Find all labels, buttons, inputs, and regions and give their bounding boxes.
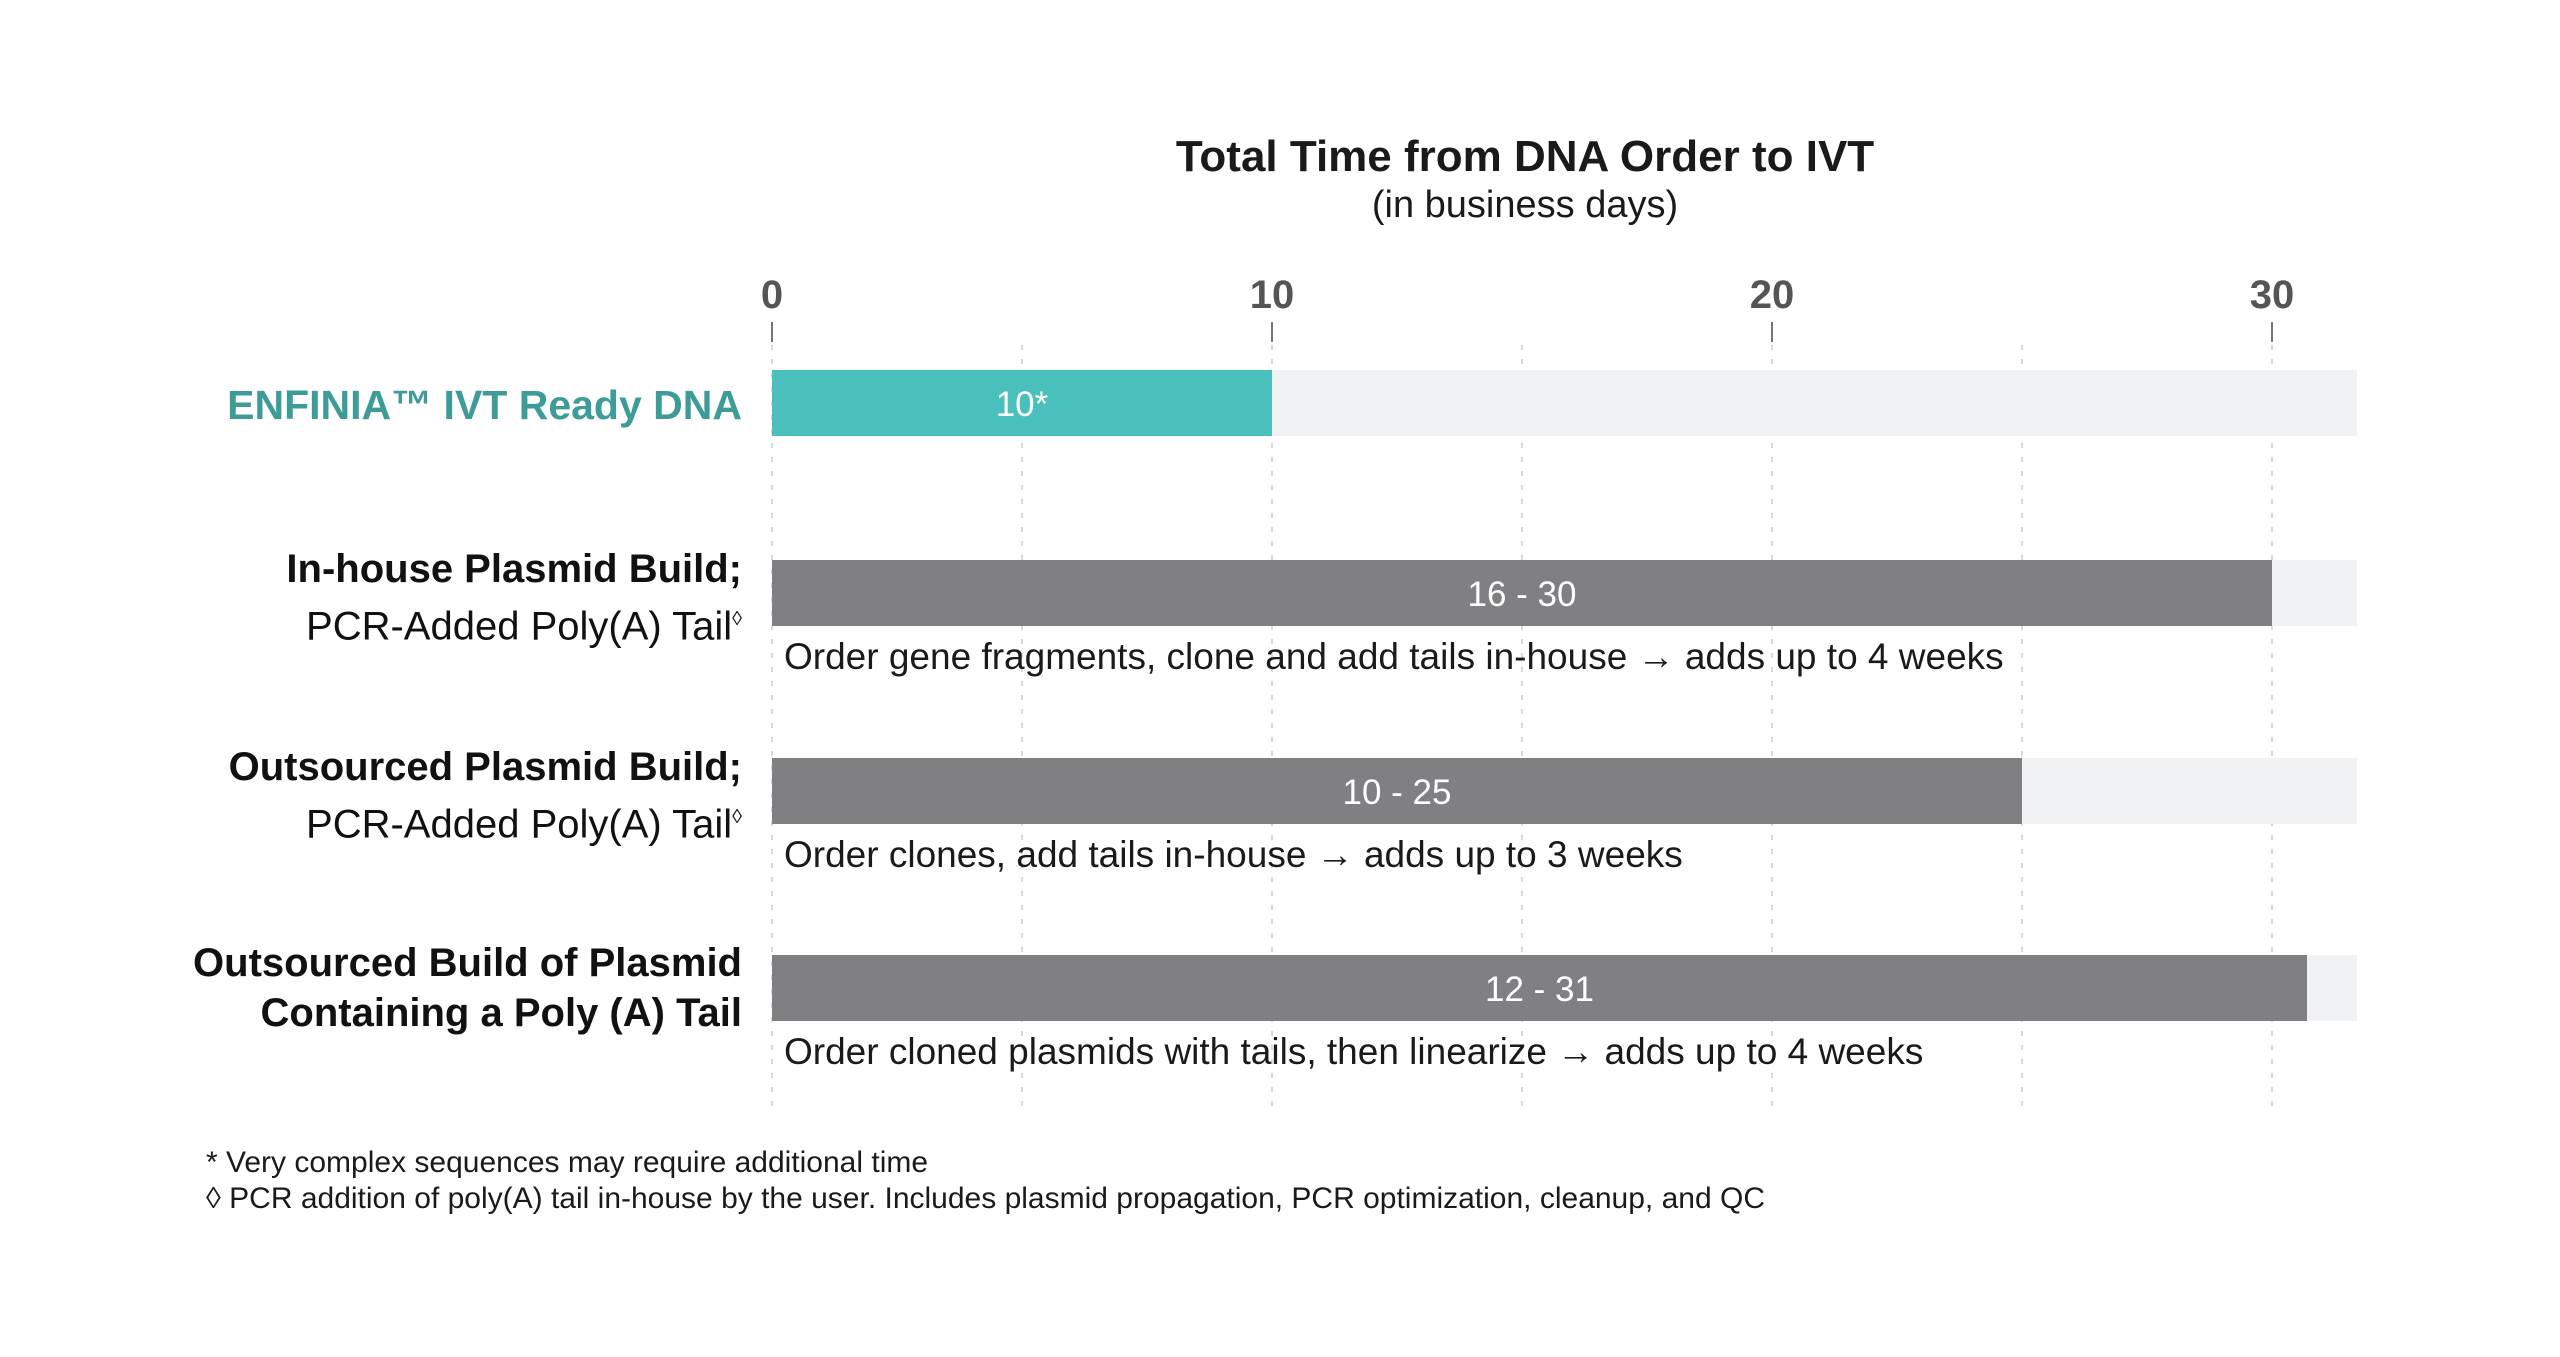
bar-value-label: 12 - 31 <box>1485 970 1594 1009</box>
bar-value-label: 10* <box>996 385 1049 424</box>
row-label-line1: ENFINIA™ IVT Ready DNA <box>227 382 742 428</box>
x-tick-label: 0 <box>761 273 783 317</box>
bar-note-outsourced-pcr: Order clones, add tails in-house → adds … <box>784 834 1683 875</box>
row-label-outsourced-pcr: Outsourced Plasmid Build; PCR-Added Poly… <box>229 742 742 849</box>
diamond-mark: ◊ <box>732 608 742 630</box>
x-tick-label: 30 <box>2250 273 2295 317</box>
row-label-line2: Containing a Poly (A) Tail <box>260 991 742 1035</box>
bar-value-label: 16 - 30 <box>1468 575 1577 614</box>
bar-value-label: 10 - 25 <box>1343 773 1452 812</box>
bar <box>772 955 2307 1021</box>
footnote-asterisk: * Very complex sequences may require add… <box>206 1146 929 1179</box>
diamond-mark: ◊ <box>732 806 742 828</box>
chart-subtitle: (in business days) <box>1371 184 1679 226</box>
bar <box>772 758 2022 824</box>
bar-note-inhouse: Order gene fragments, clone and add tail… <box>784 636 2004 677</box>
row-label-line1: In-house Plasmid Build; <box>286 547 742 591</box>
row-label-outsourced-polya: Outsourced Build of Plasmid Containing a… <box>193 938 742 1038</box>
bar <box>772 560 2272 626</box>
row-label-line1: Outsourced Plasmid Build; <box>228 745 742 789</box>
bar <box>772 370 1272 436</box>
row-label-line1: Outsourced Build of Plasmid <box>193 941 742 985</box>
footnote-diamond: ◊ PCR addition of poly(A) tail in-house … <box>206 1182 1765 1215</box>
x-tick-label: 20 <box>1750 273 1795 317</box>
row-label-inhouse: In-house Plasmid Build; PCR-Added Poly(A… <box>286 544 742 651</box>
bar-note-outsourced-polya: Order cloned plasmids with tails, then l… <box>784 1031 1924 1072</box>
chart-title: Total Time from DNA Order to IVT <box>1175 132 1875 181</box>
row-label-enfinia: ENFINIA™ IVT Ready DNA <box>227 380 742 430</box>
row-label-line2: PCR-Added Poly(A) Tail <box>306 604 733 649</box>
row-label-line2: PCR-Added Poly(A) Tail <box>306 802 733 847</box>
x-tick-label: 10 <box>1250 273 1295 317</box>
